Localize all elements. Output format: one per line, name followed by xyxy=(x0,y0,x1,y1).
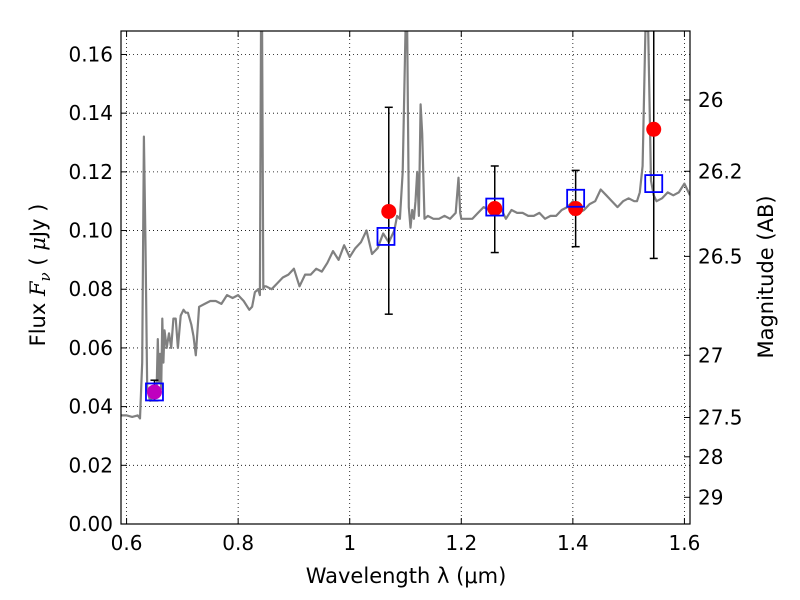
y-tick-label: 0.02 xyxy=(68,453,113,477)
marker-layer xyxy=(145,31,664,402)
observed-point xyxy=(568,201,584,217)
y-tick-label: 0.04 xyxy=(68,395,113,419)
observed-point xyxy=(646,121,662,137)
x-tick-label: 1.6 xyxy=(669,531,701,555)
x-axis-label: Wavelength λ (μm) xyxy=(306,564,507,588)
x-tick-label: 1.4 xyxy=(557,531,589,555)
y2-tick-label: 26.5 xyxy=(698,244,743,268)
y2-tick-label: 26 xyxy=(698,88,723,112)
observed-point xyxy=(146,384,162,400)
grid-lines xyxy=(121,31,690,525)
y2-tick-label: 29 xyxy=(698,485,723,509)
y-tick-label: 0.00 xyxy=(68,512,113,536)
model-point xyxy=(485,197,505,217)
y2-tick-label: 27 xyxy=(698,343,723,367)
spectrum-line xyxy=(121,31,690,420)
model-point xyxy=(566,188,586,208)
x-tick-label: 1.2 xyxy=(445,531,477,555)
y2-tick-label: 28 xyxy=(698,445,723,469)
y-tick-label: 0.10 xyxy=(68,219,113,243)
y-tick-label: 0.12 xyxy=(68,160,113,184)
x-tick-label: 0.6 xyxy=(111,531,143,555)
y-tick-label: 0.06 xyxy=(68,336,113,360)
x-tick-label: 0.8 xyxy=(222,531,254,555)
observed-point xyxy=(381,203,397,219)
observed-point xyxy=(487,201,503,217)
axes: 0.6 0.8 1 1.2 1.4 1.6 0.00 0.02 0.04 0.06 0.08 0.10… xyxy=(68,30,743,555)
plot-frame xyxy=(120,30,691,525)
y-tick-label: 0.14 xyxy=(68,101,113,125)
axis-labels: Wavelength λ (μm) Flux Fν ( μJy ) Magnit… xyxy=(26,195,778,588)
y-axis-label: Flux Fν ( μJy ) xyxy=(26,204,54,347)
y2-axis-label: Magnitude (AB) xyxy=(754,195,778,358)
model-point xyxy=(644,174,664,193)
series-layer xyxy=(121,31,690,420)
y2-tick-label: 27.5 xyxy=(698,405,743,429)
y-tick-label: 0.16 xyxy=(68,42,113,66)
model-point xyxy=(145,382,164,402)
model-point xyxy=(376,227,396,246)
y-tick-label: 0.08 xyxy=(68,277,113,301)
x-tick-label: 1 xyxy=(343,531,356,555)
y2-tick-label: 26.2 xyxy=(698,159,743,183)
